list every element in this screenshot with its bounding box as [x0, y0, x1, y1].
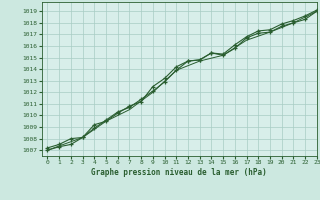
X-axis label: Graphe pression niveau de la mer (hPa): Graphe pression niveau de la mer (hPa) [91, 168, 267, 177]
